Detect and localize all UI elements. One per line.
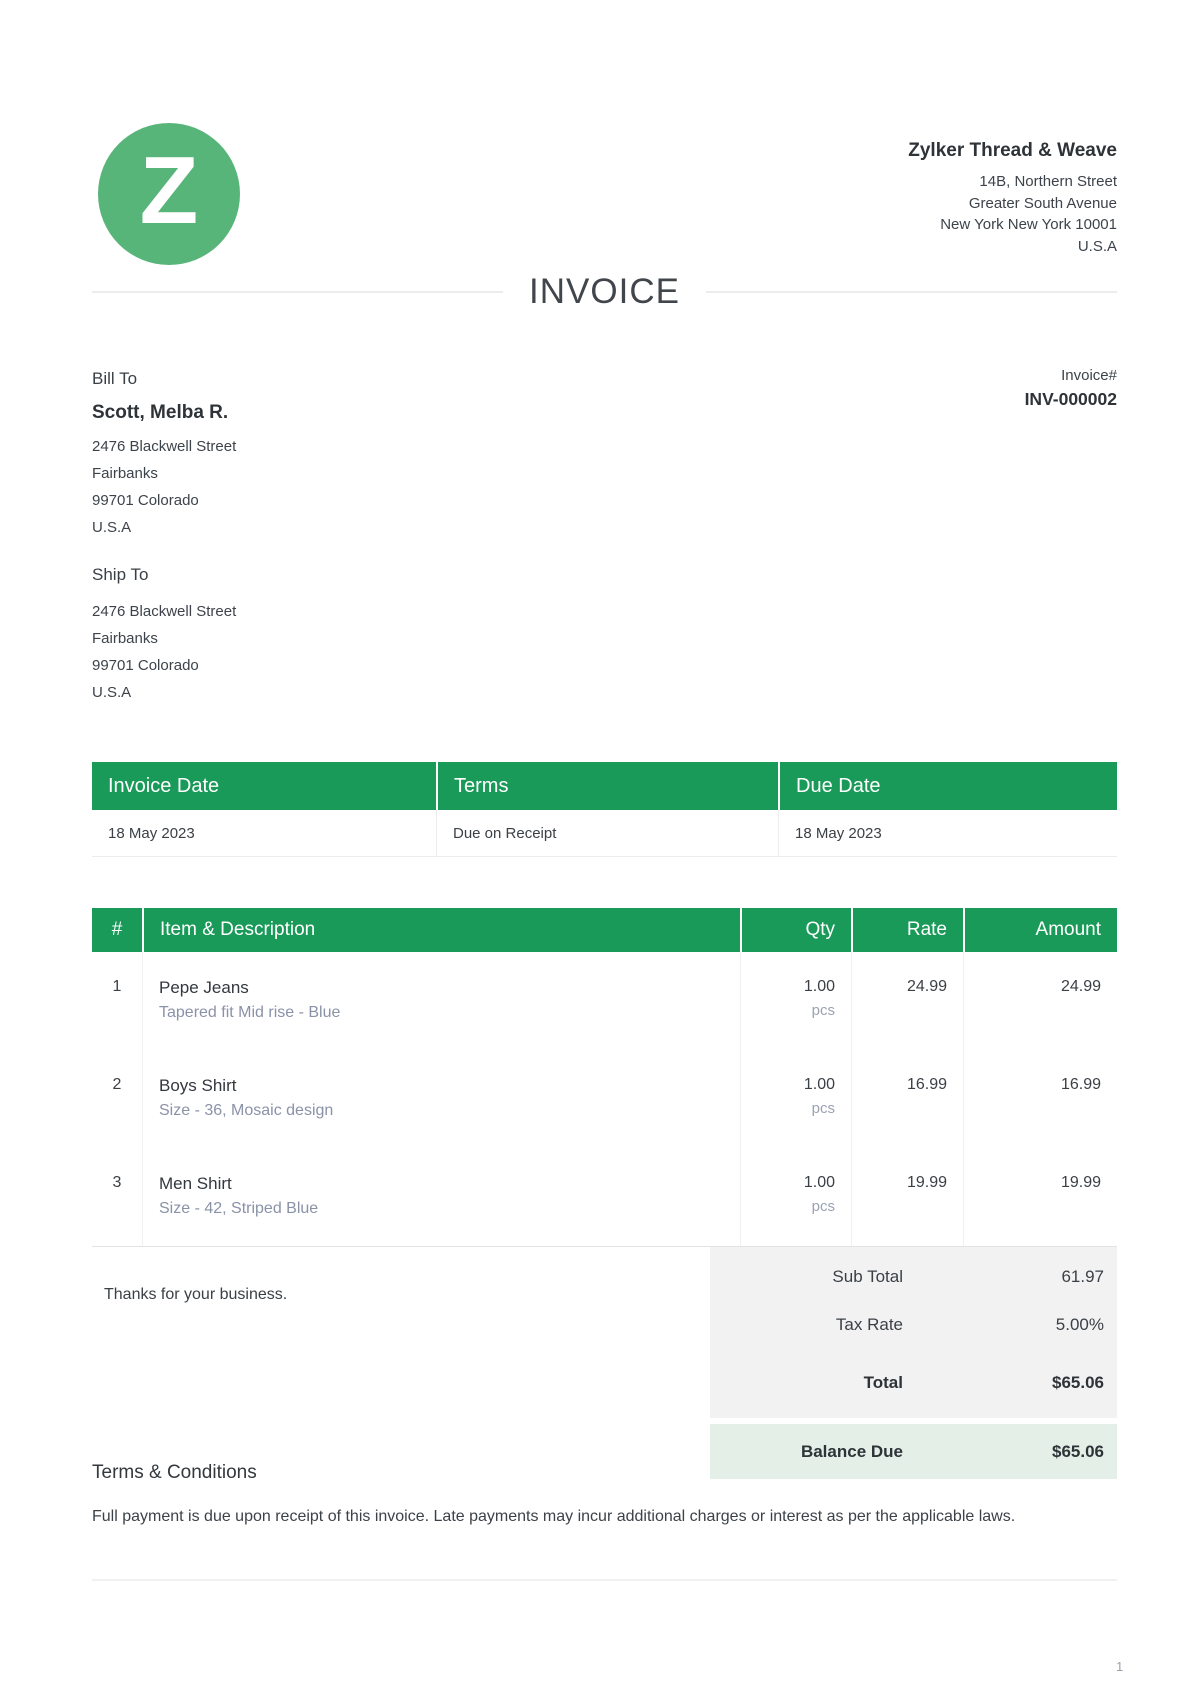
address-line: Fairbanks — [92, 465, 158, 482]
item-description-cell: Pepe Jeans Tapered fit Mid rise - Blue — [142, 952, 740, 1050]
item-qty: 1.00 — [803, 1076, 835, 1093]
col-header-amount: Amount — [963, 908, 1117, 952]
customer-name: Scott, Melba R. — [92, 402, 229, 423]
item-qty-cell: 1.00 pcs — [740, 1050, 851, 1148]
invoice-number-value: INV-000002 — [1024, 389, 1117, 409]
bill-to-address: 2476 Blackwell Street Fairbanks 99701 Co… — [92, 433, 236, 541]
table-row: 1 Pepe Jeans Tapered fit Mid rise - Blue… — [92, 952, 1117, 1050]
col-header-description: Item & Description — [142, 908, 740, 952]
company-logo: Z — [98, 123, 240, 265]
items-table-body: 1 Pepe Jeans Tapered fit Mid rise - Blue… — [92, 952, 1117, 1247]
item-unit: pcs — [811, 1002, 835, 1019]
title-rule-right — [705, 291, 1118, 293]
line-items-table: # Item & Description Qty Rate Amount 1 P… — [92, 908, 1117, 1247]
item-amount: 19.99 — [963, 1148, 1117, 1246]
ship-to-address: 2476 Blackwell Street Fairbanks 99701 Co… — [92, 598, 236, 706]
footer-divider — [92, 1579, 1117, 1581]
item-subtext: Size - 36, Mosaic design — [159, 1102, 334, 1119]
thanks-note: Thanks for your business. — [104, 1286, 288, 1303]
invoice-number-block: Invoice# INV-000002 — [1025, 367, 1117, 410]
total-value: $65.06 — [1052, 1373, 1104, 1392]
subtotal-value: 61.97 — [1061, 1267, 1104, 1286]
item-amount: 24.99 — [963, 952, 1117, 1050]
subtotal-label: Sub Total — [832, 1267, 903, 1286]
address-line: 99701 Colorado — [92, 657, 199, 674]
invoice-dates-table: Invoice Date Terms Due Date 18 May 2023 … — [92, 762, 1117, 857]
terms-heading: Terms & Conditions — [92, 1462, 257, 1483]
item-unit: pcs — [811, 1100, 835, 1117]
subtotal-row: Sub Total 61.97 — [710, 1253, 1104, 1301]
terms-and-conditions: Terms & Conditions Full payment is due u… — [92, 1462, 1027, 1529]
tax-rate-value: 5.00% — [1055, 1315, 1104, 1334]
col-header-rate: Rate — [851, 908, 963, 952]
terms-header: Terms — [436, 762, 778, 810]
table-row: 2 Boys Shirt Size - 36, Mosaic design 1.… — [92, 1050, 1117, 1148]
item-qty: 1.00 — [803, 978, 835, 995]
item-qty-cell: 1.00 pcs — [740, 952, 851, 1050]
company-address-line: U.S.A — [1077, 237, 1117, 255]
bill-to-block: Bill To Scott, Melba R. 2476 Blackwell S… — [92, 369, 236, 541]
item-description-cell: Men Shirt Size - 42, Striped Blue — [142, 1148, 740, 1246]
address-line: U.S.A — [92, 684, 132, 701]
logo-z-icon: Z — [139, 137, 199, 244]
balance-due-label: Balance Due — [800, 1441, 903, 1461]
items-table-header: # Item & Description Qty Rate Amount — [92, 908, 1117, 952]
page-title: INVOICE — [529, 272, 680, 311]
col-header-number: # — [92, 908, 142, 952]
tax-rate-row: Tax Rate 5.00% — [710, 1301, 1104, 1349]
document-title-row: INVOICE — [92, 272, 1118, 312]
item-subtext: Size - 42, Striped Blue — [159, 1200, 319, 1217]
item-name: Boys Shirt — [159, 1076, 237, 1095]
company-address-line: New York New York 10001 — [940, 216, 1117, 233]
col-header-qty: Qty — [740, 908, 851, 952]
page-number: 1 — [1116, 1659, 1124, 1674]
company-info: Zylker Thread & Weave 14B, Northern Stre… — [908, 140, 1117, 257]
totals-section: Thanks for your business. Sub Total 61.9… — [92, 1247, 1117, 1479]
address-line: 2476 Blackwell Street — [92, 603, 237, 620]
tax-rate-label: Tax Rate — [835, 1315, 903, 1334]
item-subtext: Tapered fit Mid rise - Blue — [159, 1004, 341, 1021]
balance-due-row: Balance Due $65.06 — [710, 1424, 1117, 1479]
item-number: 2 — [112, 1076, 122, 1093]
invoice-date-header: Invoice Date — [92, 762, 436, 810]
item-rate: 24.99 — [851, 952, 963, 1050]
terms-body: Full payment is due upon receipt of this… — [92, 1508, 1016, 1525]
invoice-date-value: 18 May 2023 — [108, 824, 195, 842]
title-rule-left — [92, 291, 504, 293]
dates-table-header: Invoice Date Terms Due Date — [92, 762, 1117, 810]
ship-to-block: Ship To 2476 Blackwell Street Fairbanks … — [92, 565, 236, 706]
item-qty: 1.00 — [803, 1174, 835, 1191]
address-line: U.S.A — [92, 519, 132, 536]
due-date-value: 18 May 2023 — [778, 810, 1117, 856]
item-rate: 19.99 — [851, 1148, 963, 1246]
bill-to-label: Bill To — [92, 369, 138, 388]
item-rate: 16.99 — [851, 1050, 963, 1148]
item-amount: 16.99 — [963, 1050, 1117, 1148]
address-line: 2476 Blackwell Street — [92, 438, 237, 455]
company-address-line: Greater South Avenue — [968, 194, 1117, 212]
dates-table-row: 18 May 2023 Due on Receipt 18 May 2023 — [92, 810, 1117, 857]
due-date-header: Due Date — [778, 762, 1117, 810]
address-line: 99701 Colorado — [92, 492, 199, 509]
item-number: 3 — [112, 1174, 122, 1191]
item-name: Pepe Jeans — [159, 978, 249, 997]
item-qty-cell: 1.00 pcs — [740, 1148, 851, 1246]
balance-due-value: $65.06 — [1052, 1441, 1104, 1461]
totals-panel: Sub Total 61.97 Tax Rate 5.00% Total $65… — [710, 1247, 1117, 1418]
item-unit: pcs — [811, 1198, 835, 1215]
item-name: Men Shirt — [159, 1174, 232, 1193]
address-line: Fairbanks — [92, 630, 158, 647]
terms-value: Due on Receipt — [436, 810, 778, 856]
item-number: 1 — [112, 978, 122, 995]
company-name: Zylker Thread & Weave — [908, 140, 1117, 161]
ship-to-label: Ship To — [92, 565, 149, 584]
table-row: 3 Men Shirt Size - 42, Striped Blue 1.00… — [92, 1148, 1117, 1246]
total-label: Total — [863, 1373, 903, 1392]
total-row: Total $65.06 — [710, 1359, 1104, 1407]
item-description-cell: Boys Shirt Size - 36, Mosaic design — [142, 1050, 740, 1148]
company-address-line: 14B, Northern Street — [979, 173, 1117, 190]
invoice-number-label: Invoice# — [1061, 367, 1117, 384]
